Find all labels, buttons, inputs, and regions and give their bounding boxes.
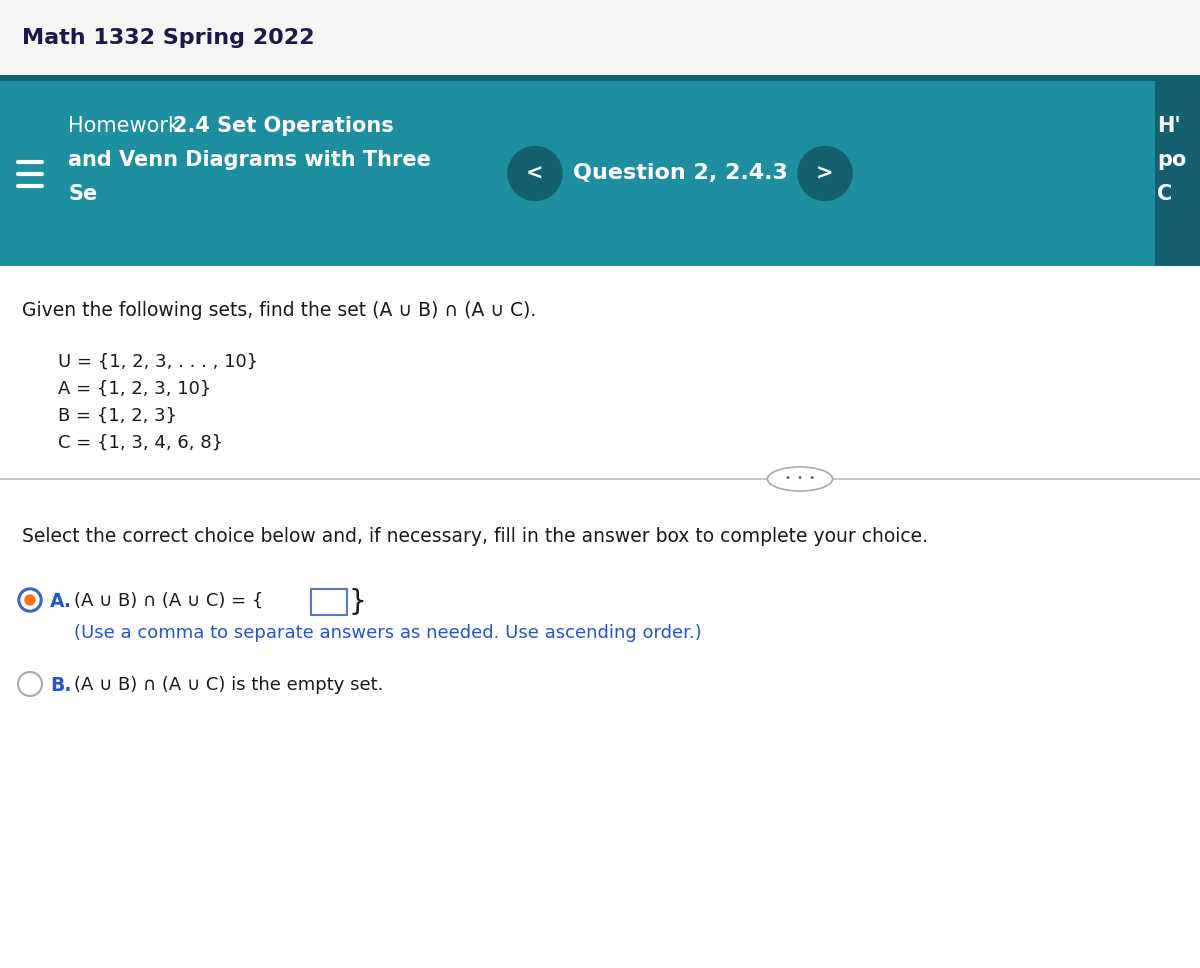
Text: <: <	[527, 164, 544, 184]
Text: Given the following sets, find the set (A ∪ B) ∩ (A ∪ C).: Given the following sets, find the set (…	[22, 301, 536, 320]
Text: >: >	[816, 164, 834, 184]
FancyBboxPatch shape	[0, 75, 1200, 81]
FancyBboxPatch shape	[311, 589, 347, 615]
Text: po: po	[1154, 150, 1184, 170]
Circle shape	[18, 672, 42, 696]
Text: po: po	[1157, 150, 1187, 170]
Text: Se: Se	[68, 184, 97, 204]
Text: (Use a comma to separate answers as needed. Use ascending order.): (Use a comma to separate answers as need…	[74, 624, 702, 642]
Text: C: C	[1157, 184, 1172, 204]
Text: H': H'	[1157, 116, 1181, 136]
Text: U = {1, 2, 3, . . . , 10}: U = {1, 2, 3, . . . , 10}	[58, 353, 258, 371]
Text: Question 2, 2.4.3: Question 2, 2.4.3	[572, 164, 787, 184]
FancyBboxPatch shape	[0, 81, 1200, 266]
Circle shape	[25, 595, 35, 605]
Circle shape	[798, 146, 852, 200]
Text: B.: B.	[50, 676, 71, 695]
Text: }: }	[348, 588, 366, 616]
Text: C: C	[1154, 184, 1170, 204]
Circle shape	[508, 146, 562, 200]
Text: H': H'	[1154, 116, 1178, 136]
Text: 2.4 Set Operations: 2.4 Set Operations	[173, 116, 394, 136]
Text: B = {1, 2, 3}: B = {1, 2, 3}	[58, 407, 178, 425]
Circle shape	[18, 588, 42, 612]
Text: C = {1, 3, 4, 6, 8}: C = {1, 3, 4, 6, 8}	[58, 434, 223, 452]
Text: A.: A.	[50, 592, 72, 611]
FancyBboxPatch shape	[1154, 81, 1200, 266]
Text: Select the correct choice below and, if necessary, fill in the answer box to com: Select the correct choice below and, if …	[22, 527, 928, 546]
Text: •  •  •: • • •	[785, 473, 815, 483]
Ellipse shape	[768, 467, 833, 491]
Circle shape	[22, 591, 38, 609]
Text: and Venn Diagrams with Three: and Venn Diagrams with Three	[68, 150, 431, 170]
Text: (A ∪ B) ∩ (A ∪ C) is the empty set.: (A ∪ B) ∩ (A ∪ C) is the empty set.	[74, 676, 383, 694]
Text: Math 1332 Spring 2022: Math 1332 Spring 2022	[22, 27, 314, 47]
FancyBboxPatch shape	[0, 0, 1200, 75]
Text: Homework:: Homework:	[68, 116, 200, 136]
Text: (A ∪ B) ∩ (A ∪ C) = {: (A ∪ B) ∩ (A ∪ C) = {	[74, 592, 263, 610]
Text: A = {1, 2, 3, 10}: A = {1, 2, 3, 10}	[58, 380, 211, 398]
